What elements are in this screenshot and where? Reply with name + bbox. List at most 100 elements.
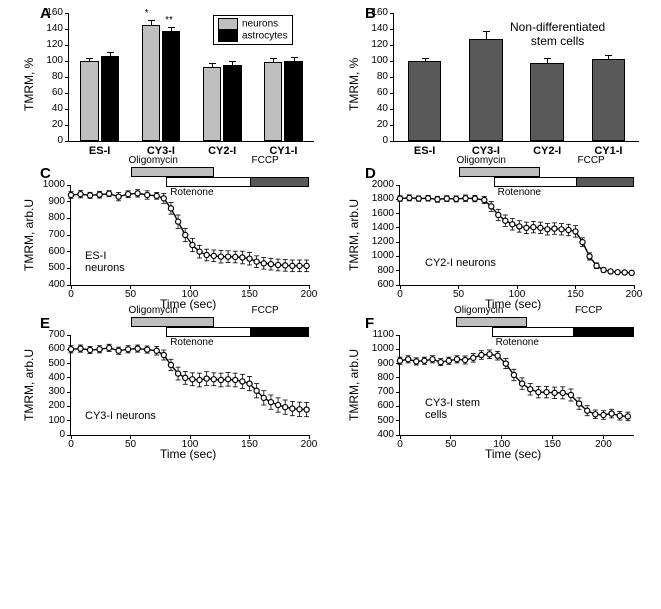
ytick-label: 100: [364, 55, 388, 66]
timeseries-svg: [400, 185, 634, 285]
xtick-label: 0: [59, 289, 83, 300]
panel-e-xlabel: Time (sec): [160, 447, 216, 461]
ytick-label: 160: [39, 7, 63, 18]
ytick-label: 1000: [364, 343, 394, 354]
xtick-label: ES-I: [80, 145, 120, 157]
ytick-label: 700: [364, 386, 394, 397]
xtick-label: CY2-I: [202, 145, 242, 157]
ytick-label: 1800: [364, 193, 394, 204]
xtick-label: 50: [119, 289, 143, 300]
bar: [469, 39, 503, 141]
bar: [592, 59, 626, 141]
xtick-label: 200: [297, 289, 321, 300]
panel-e-ylabel: TMRM, arb.U: [22, 349, 36, 421]
xtick-label: 0: [59, 439, 83, 450]
significance-marker: *: [145, 8, 149, 19]
ytick-label: 100: [39, 55, 63, 66]
bar: [162, 31, 180, 141]
panel-b-note: Non-differentiated stem cells: [510, 20, 605, 48]
xtick-label: 50: [439, 439, 463, 450]
treatment-label-fccp: FCCP: [252, 155, 279, 166]
ytick-label: 20: [364, 119, 388, 130]
ytick-label: 40: [364, 103, 388, 114]
bar: [142, 25, 160, 141]
bar: [203, 67, 221, 141]
ytick-label: 60: [39, 87, 63, 98]
panel-d: D TMRM, arb.U 60080010001200140016001800…: [335, 165, 645, 310]
ytick-label: 600: [35, 343, 65, 354]
legend-swatch-astrocytes: [218, 30, 238, 42]
ytick-label: 200: [35, 400, 65, 411]
panel-e-inset: CY3-I neurons: [85, 410, 156, 422]
panel-d-inset: CY2-I neurons: [425, 257, 496, 269]
ytick-label: 300: [35, 386, 65, 397]
treatment-bar-oligomycin: [131, 167, 214, 177]
ytick-label: 600: [35, 246, 65, 257]
ytick-label: 0: [39, 135, 63, 146]
treatment-label-oligomycin: Oligomycin: [457, 155, 506, 166]
ytick-label: 600: [364, 400, 394, 411]
panel-e: E TMRM, arb.U 01002003004005006007000501…: [10, 315, 320, 460]
xtick-label: 200: [591, 439, 615, 450]
xtick-label: 200: [297, 439, 321, 450]
bar: [80, 61, 98, 141]
ytick-label: 900: [35, 196, 65, 207]
panel-c-ylabel: TMRM, arb.U: [22, 199, 36, 271]
bar: [284, 61, 302, 141]
panel-f-xlabel: Time (sec): [485, 447, 541, 461]
ytick-label: 120: [39, 39, 63, 50]
panel-a: A TMRM, % 020406080100120140160ES-ICY3-I…: [10, 5, 320, 160]
panel-b-ylabel: TMRM, %: [347, 58, 361, 111]
treatment-label-fccp: FCCP: [578, 155, 605, 166]
ytick-label: 800: [35, 212, 65, 223]
legend-neurons-label: neurons: [242, 19, 278, 30]
panel-d-chart: 6008001000120014001600180020000501001502…: [399, 185, 634, 286]
panel-f-ylabel: TMRM, arb.U: [347, 349, 361, 421]
figure: A TMRM, % 020406080100120140160ES-ICY3-I…: [0, 0, 661, 609]
legend-swatch-neurons: [218, 18, 238, 30]
panel-a-legend: neurons astrocytes: [213, 15, 293, 45]
panel-f-inset: CY3-I stem cells: [425, 397, 480, 421]
ytick-label: 0: [364, 135, 388, 146]
panel-c: C TMRM, arb.U 40050060070080090010000501…: [10, 165, 320, 310]
ytick-label: 80: [364, 71, 388, 82]
bar: [101, 56, 119, 141]
significance-marker: **: [165, 15, 173, 26]
legend-astrocytes-label: astrocytes: [242, 31, 288, 42]
ytick-label: 400: [35, 372, 65, 383]
panel-a-ylabel: TMRM, %: [22, 58, 36, 111]
ytick-label: 800: [364, 372, 394, 383]
panel-c-inset: ES-I neurons: [85, 250, 125, 274]
ytick-label: 1100: [364, 329, 394, 340]
xtick-label: 150: [238, 439, 262, 450]
xtick-label: 200: [622, 289, 646, 300]
ytick-label: 800: [364, 265, 394, 276]
ytick-label: 1600: [364, 208, 394, 219]
bar: [530, 63, 564, 141]
ytick-label: 1000: [364, 250, 394, 261]
xtick-label: 150: [238, 289, 262, 300]
ytick-label: 500: [364, 415, 394, 426]
ytick-label: 700: [35, 229, 65, 240]
treatment-label-oligomycin: Oligomycin: [129, 305, 178, 316]
bar: [264, 62, 282, 141]
ytick-label: 900: [364, 358, 394, 369]
treatment-bar-oligomycin: [459, 167, 541, 177]
ytick-label: 140: [39, 23, 63, 34]
bar: [408, 61, 442, 141]
treatment-label-oligomycin: Oligomycin: [129, 155, 178, 166]
panel-b: B TMRM, % 020406080100120140160ES-ICY3-I…: [335, 5, 645, 160]
ytick-label: 500: [35, 358, 65, 369]
ytick-label: 1400: [364, 222, 394, 233]
xtick-label: ES-I: [405, 145, 445, 157]
ytick-label: 20: [39, 119, 63, 130]
treatment-label-oligomycin: Oligomycin: [454, 305, 503, 316]
ytick-label: 60: [364, 87, 388, 98]
bar: [223, 65, 241, 141]
xtick-label: 50: [119, 439, 143, 450]
ytick-label: 700: [35, 329, 65, 340]
treatment-label-fccp: FCCP: [252, 305, 279, 316]
xtick-label: CY2-I: [527, 145, 567, 157]
ytick-label: 2000: [364, 179, 394, 190]
treatment-bar-oligomycin: [456, 317, 527, 327]
